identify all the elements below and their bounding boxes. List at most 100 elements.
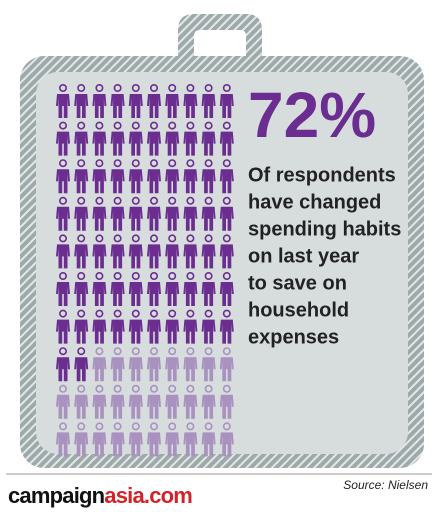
person-icon — [147, 309, 161, 344]
person-body — [56, 319, 70, 344]
person-body — [201, 394, 216, 419]
person-body — [128, 357, 143, 382]
person-head — [131, 159, 140, 168]
person-body — [183, 319, 198, 344]
person-body — [92, 357, 107, 382]
person-icon — [219, 422, 234, 457]
person-body — [219, 319, 234, 344]
person-head — [204, 234, 213, 243]
person-icon — [56, 309, 70, 344]
person-head — [168, 347, 177, 356]
description-line: spending habits — [248, 218, 401, 240]
person-icon — [92, 422, 107, 457]
person-icon — [74, 422, 89, 457]
person-icon — [201, 234, 216, 269]
person-body — [56, 94, 70, 118]
person-body — [128, 432, 143, 457]
person-body — [128, 206, 143, 231]
person-head — [77, 196, 86, 205]
person-icon — [128, 271, 143, 306]
person-icon — [92, 234, 107, 269]
person-body — [183, 282, 198, 306]
person-head — [95, 271, 104, 281]
person-icon — [128, 196, 143, 231]
person-head — [168, 384, 177, 393]
person-icon — [165, 196, 180, 231]
person-body — [110, 131, 125, 156]
person-icon — [183, 159, 198, 194]
person-head — [95, 196, 104, 205]
person-body — [128, 282, 143, 306]
person-head — [113, 121, 122, 130]
person-body — [147, 94, 161, 118]
person-body — [56, 206, 70, 231]
person-head — [77, 347, 86, 356]
person-head — [77, 121, 86, 130]
person-icon — [74, 384, 89, 419]
description-line: household — [248, 299, 349, 321]
person-head — [77, 159, 86, 168]
person-body — [110, 394, 125, 419]
person-icon — [56, 234, 70, 269]
person-head — [58, 83, 68, 93]
person-body — [74, 244, 89, 269]
person-icon — [147, 234, 161, 269]
person-body — [165, 169, 180, 194]
person-head — [222, 271, 231, 281]
person-head — [58, 422, 68, 431]
person-icon — [183, 422, 198, 457]
person-icon — [74, 83, 89, 118]
person-head — [222, 234, 231, 243]
person-icon — [110, 83, 125, 118]
person-body — [74, 94, 89, 118]
person-body — [74, 357, 89, 382]
person-body — [201, 282, 216, 306]
person-icon — [183, 83, 198, 118]
person-icon — [74, 309, 89, 344]
bag-handle — [178, 14, 262, 62]
person-body — [74, 169, 89, 194]
person-head — [186, 121, 195, 130]
person-icon — [92, 271, 107, 306]
person-head — [77, 234, 86, 243]
person-icon — [74, 347, 89, 382]
person-head — [204, 384, 213, 393]
person-icon — [165, 121, 180, 156]
person-icon — [147, 159, 161, 194]
person-head — [204, 422, 213, 431]
person-icon — [92, 196, 107, 231]
person-head — [222, 384, 231, 393]
pictogram — [56, 83, 234, 457]
person-head — [222, 121, 231, 130]
person-body — [74, 131, 89, 156]
person-icon — [165, 271, 180, 306]
person-head — [168, 196, 177, 205]
person-head — [186, 347, 195, 356]
person-body — [56, 282, 70, 306]
person-body — [219, 244, 234, 269]
brand-logo: campaignasia.com — [8, 483, 192, 508]
person-head — [113, 422, 122, 431]
person-body — [219, 94, 234, 118]
person-icon — [201, 159, 216, 194]
person-body — [147, 131, 161, 156]
person-head — [204, 83, 213, 93]
person-icon — [110, 309, 125, 344]
person-icon — [219, 384, 234, 419]
person-body — [201, 432, 216, 457]
person-body — [92, 319, 107, 344]
person-body — [219, 206, 234, 231]
person-body — [219, 169, 234, 194]
person-head — [168, 309, 177, 318]
person-icon — [183, 309, 198, 344]
person-body — [74, 206, 89, 231]
person-body — [128, 319, 143, 344]
person-head — [186, 196, 195, 205]
person-icon — [74, 271, 89, 306]
person-head — [113, 309, 122, 318]
person-icon — [201, 271, 216, 306]
person-body — [110, 357, 125, 382]
person-head — [131, 121, 140, 130]
person-icon — [128, 384, 143, 419]
